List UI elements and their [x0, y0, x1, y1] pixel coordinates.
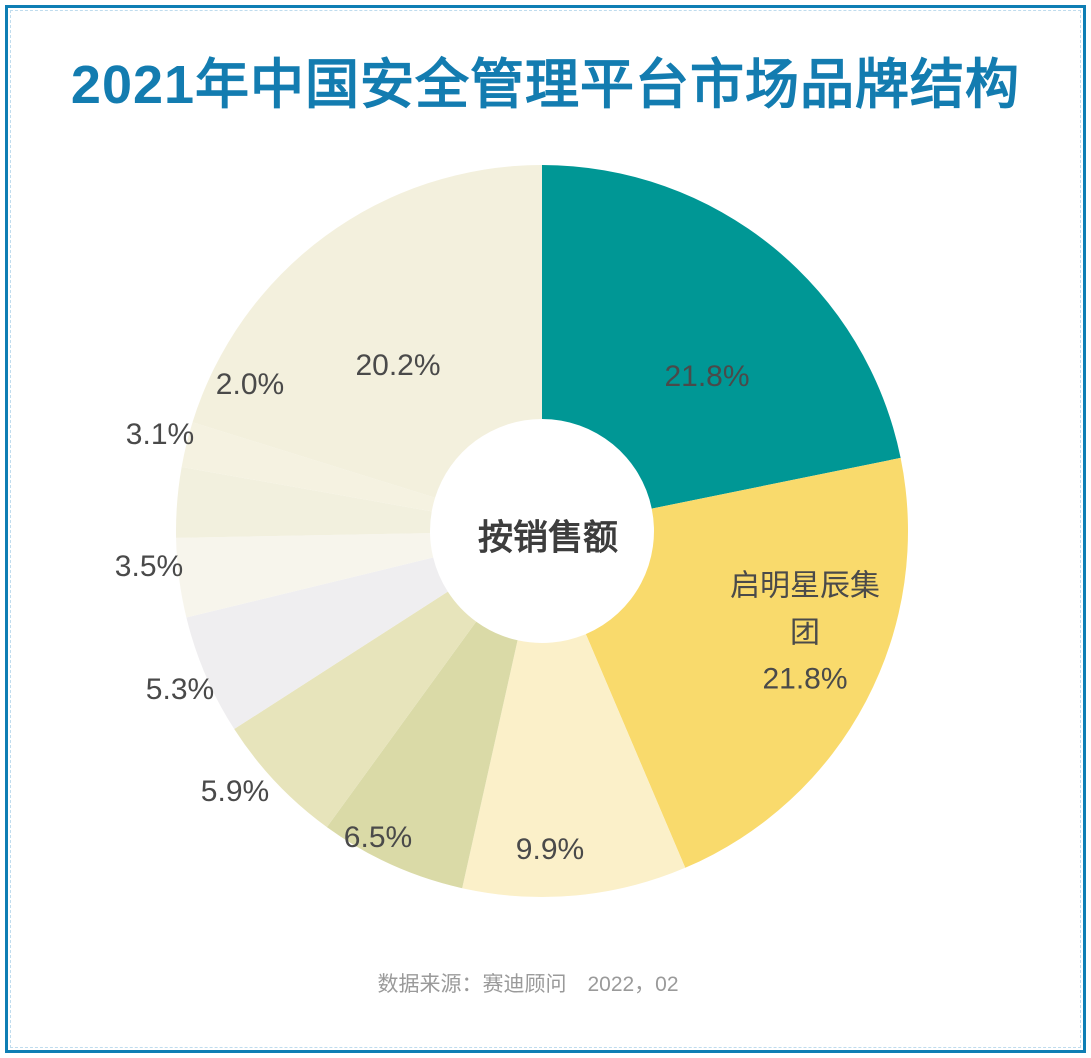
chart-title: 2021年中国安全管理平台市场品牌结构 — [70, 55, 1021, 115]
pie-slice-3 — [326, 621, 518, 889]
pie-slice-7 — [176, 466, 432, 538]
source-note: 数据来源：赛迪顾问 2022，02 — [377, 973, 679, 996]
slice-label-0: 21.8% — [664, 359, 750, 393]
pie-slice-2 — [462, 634, 686, 898]
pie-slice-6 — [176, 533, 434, 618]
pie-slice-8 — [181, 422, 436, 512]
pie-slice-4 — [234, 591, 477, 828]
slice-label-7: 3.1% — [125, 417, 195, 451]
slice-label-3: 6.5% — [343, 820, 413, 854]
pie-slice-1 — [585, 457, 909, 868]
center-label: 按销售额 — [477, 518, 619, 558]
pie-slice-9 — [192, 165, 542, 498]
slice-label-5: 5.3% — [145, 672, 215, 706]
pie-slice-5 — [186, 557, 448, 730]
pie-slice-0 — [542, 165, 901, 509]
slice-label-9: 20.2% — [355, 348, 441, 382]
slice-label-2: 9.9% — [515, 832, 585, 866]
slice-label-1: 启明星辰集团 21.8% — [730, 569, 880, 696]
slice-label-6: 3.5% — [114, 549, 184, 583]
slice-label-8: 2.0% — [215, 367, 285, 401]
slice-label-4: 5.9% — [200, 774, 270, 808]
